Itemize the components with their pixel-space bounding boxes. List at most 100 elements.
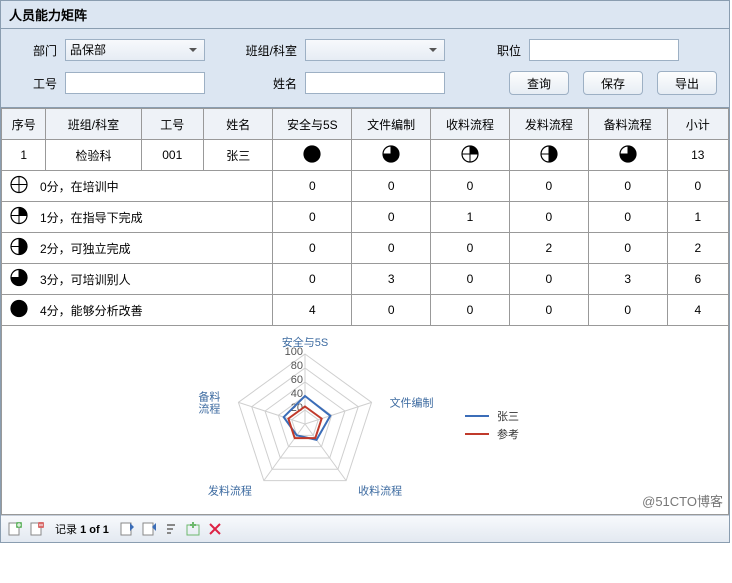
level-cell <box>588 140 667 171</box>
cell: 0 <box>667 171 728 202</box>
team-label: 班组/科室 <box>233 42 305 59</box>
sort-icon[interactable] <box>163 521 179 537</box>
dept-label: 部门 <box>7 42 65 59</box>
cell: 3 <box>352 264 431 295</box>
name-input[interactable] <box>305 72 445 94</box>
col-1: 班组/科室 <box>46 109 141 140</box>
post-label: 职位 <box>481 42 529 59</box>
cell: 0 <box>588 295 667 326</box>
cell: 0 <box>431 171 510 202</box>
cell: 张三 <box>203 140 272 171</box>
harvey-icon <box>10 238 28 259</box>
team-select[interactable] <box>305 39 445 61</box>
svg-text:60: 60 <box>291 374 303 386</box>
cell: 0 <box>273 233 352 264</box>
matrix-table: 序号班组/科室工号姓名安全与5S文件编制收料流程发料流程备料流程小计 1检验科0… <box>1 108 729 515</box>
total-cell: 13 <box>667 140 728 171</box>
cell: 2 <box>667 233 728 264</box>
legend-row: 4分，能够分析改善400004 <box>2 295 729 326</box>
prev-record-icon[interactable] <box>141 521 157 537</box>
level-cell <box>352 140 431 171</box>
footer-bar: 记录 1 of 1 <box>1 515 729 542</box>
table-head-row: 序号班组/科室工号姓名安全与5S文件编制收料流程发料流程备料流程小计 <box>2 109 729 140</box>
cell: 0 <box>588 171 667 202</box>
svg-text:备料: 备料 <box>198 389 220 403</box>
delete-record-icon[interactable] <box>29 521 45 537</box>
legend-row: 1分，在指导下完成001001 <box>2 202 729 233</box>
legend-row: 0分，在培训中000000 <box>2 171 729 202</box>
legend-row: 2分，可独立完成000202 <box>2 233 729 264</box>
filter-panel: 部门 品保部 班组/科室 职位 工号 姓名 查询 保存 <box>1 29 729 108</box>
col-6: 收料流程 <box>431 109 510 140</box>
cell: 6 <box>667 264 728 295</box>
cell: 0 <box>352 233 431 264</box>
cell: 0 <box>509 171 588 202</box>
legend-cell: 2分，可独立完成 <box>2 233 273 264</box>
cell: 3 <box>588 264 667 295</box>
harvey-icon <box>10 176 28 197</box>
empno-label: 工号 <box>7 75 65 92</box>
title-bar: 人员能力矩阵 <box>1 1 729 29</box>
cell: 0 <box>273 202 352 233</box>
cell: 4 <box>273 295 352 326</box>
cell: 0 <box>431 233 510 264</box>
record-indicator: 记录 1 of 1 <box>55 521 109 537</box>
cell: 0 <box>431 295 510 326</box>
table-row: 1检验科001张三 13 <box>2 140 729 171</box>
dept-select[interactable]: 品保部 <box>65 39 205 61</box>
col-8: 备料流程 <box>588 109 667 140</box>
save-button[interactable]: 保存 <box>583 71 643 95</box>
empno-input[interactable] <box>65 72 205 94</box>
app-window: { "title": "人员能力矩阵", "filters": { "dept_… <box>0 0 730 543</box>
cell: 0 <box>273 171 352 202</box>
svg-text:收料流程: 收料流程 <box>358 484 402 498</box>
col-7: 发料流程 <box>509 109 588 140</box>
svg-text:40: 40 <box>291 388 303 400</box>
cell: 0 <box>352 171 431 202</box>
cell: 1 <box>2 140 46 171</box>
svg-text:参考: 参考 <box>497 427 519 441</box>
cell: 0 <box>509 202 588 233</box>
legend-cell: 3分，可培训别人 <box>2 264 273 295</box>
cell: 001 <box>141 140 203 171</box>
cell: 4 <box>667 295 728 326</box>
col-3: 姓名 <box>203 109 272 140</box>
cell: 0 <box>273 264 352 295</box>
level-cell <box>273 140 352 171</box>
cell: 1 <box>667 202 728 233</box>
cell: 1 <box>431 202 510 233</box>
cell: 0 <box>588 233 667 264</box>
svg-text:流程: 流程 <box>198 401 220 415</box>
remove-row-icon[interactable] <box>207 521 223 537</box>
level-cell <box>431 140 510 171</box>
cell: 0 <box>509 295 588 326</box>
col-9: 小计 <box>667 109 728 140</box>
legend-cell: 1分，在指导下完成 <box>2 202 273 233</box>
cell: 0 <box>588 202 667 233</box>
harvey-icon <box>10 207 28 228</box>
col-2: 工号 <box>141 109 203 140</box>
first-record-icon[interactable] <box>119 521 135 537</box>
col-seq: 序号 <box>2 109 46 140</box>
cell: 2 <box>509 233 588 264</box>
svg-text:安全与5S: 安全与5S <box>282 335 328 349</box>
chart-cell: 20406080100安全与5S文件编制收料流程发料流程备料流程张三参考 <box>2 326 729 515</box>
title-text: 人员能力矩阵 <box>9 8 87 23</box>
svg-text:80: 80 <box>291 360 303 372</box>
add-row-icon[interactable] <box>185 521 201 537</box>
cell: 检验科 <box>46 140 141 171</box>
new-record-icon[interactable] <box>7 521 23 537</box>
cell: 0 <box>431 264 510 295</box>
radar-chart: 20406080100安全与5S文件编制收料流程发料流程备料流程张三参考 <box>135 326 595 514</box>
col-4: 安全与5S <box>273 109 352 140</box>
name-label: 姓名 <box>233 75 305 92</box>
watermark: @51CTO博客 <box>642 491 723 510</box>
svg-text:文件编制: 文件编制 <box>390 395 434 409</box>
cell: 0 <box>352 202 431 233</box>
query-button[interactable]: 查询 <box>509 71 569 95</box>
harvey-icon <box>10 300 28 321</box>
legend-row: 3分，可培训别人030036 <box>2 264 729 295</box>
export-button[interactable]: 导出 <box>657 71 717 95</box>
post-input[interactable] <box>529 39 679 61</box>
cell: 0 <box>509 264 588 295</box>
